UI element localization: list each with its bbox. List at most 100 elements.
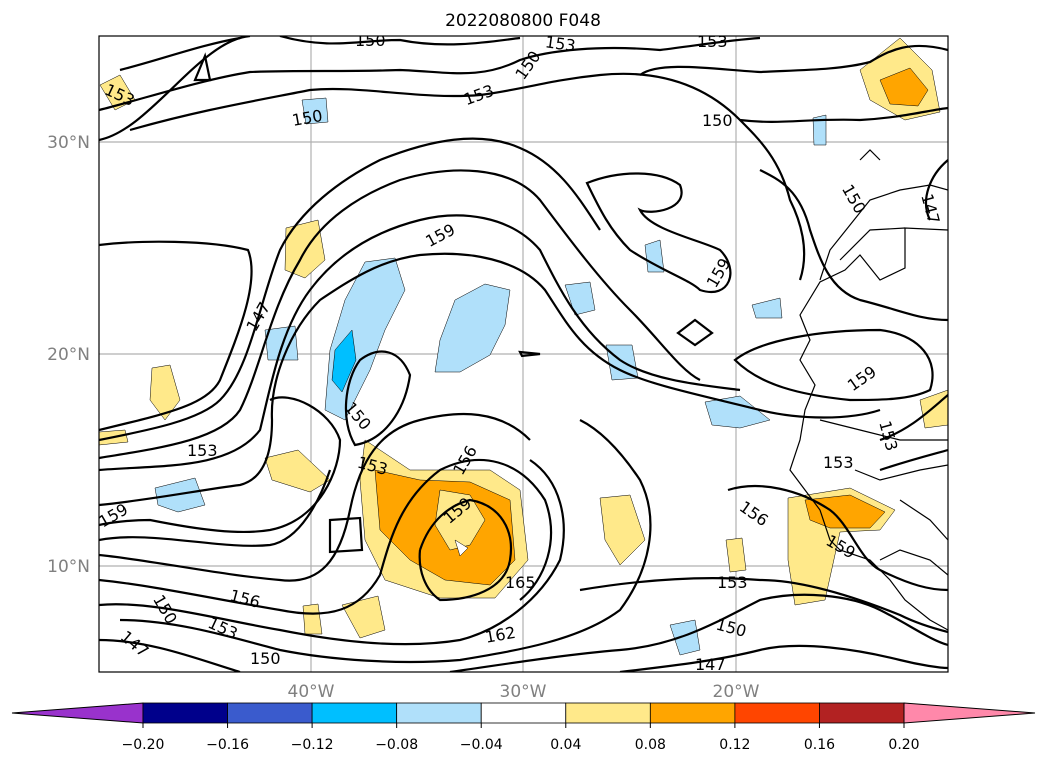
colorbar-tick-label: 0.16 [804,737,835,753]
contour-line [99,638,241,672]
colorbar-tick-label: 0.12 [719,737,750,753]
contour-label: 153 [823,453,854,472]
contour-label: 153 [697,32,728,51]
positive-anomaly-s2 [302,603,323,635]
lon-labels: 40°W 30°W 20°W [288,682,760,702]
negative-anomaly-e [704,395,771,429]
contour-line [129,72,948,132]
border-3 [854,464,948,481]
anomaly-hole [454,539,469,557]
colorbar-cell [480,702,567,724]
negative-anomaly-w2 [264,325,299,361]
contour-162 [99,459,565,646]
negative-anomaly-ne2 [812,114,827,146]
coastline-islands [859,149,881,161]
contour-line [99,469,332,547]
negative-anomaly-core [331,329,357,393]
contour-closed-small [328,516,364,554]
colorbar-cells [142,702,905,724]
lat-labels: 30°N 20°N 10°N [47,133,90,577]
colorbar-cell [227,702,313,724]
positive-anomaly-e [725,537,747,573]
colorbar-cell [649,702,736,724]
lon-label-20w: 20°W [713,682,760,702]
lat-label-30n: 30°N [47,133,90,153]
contour-line [119,419,652,664]
border-4 [899,499,948,541]
positive-anomaly-ne-core [879,67,929,107]
colorbar-extend-high [903,702,1036,724]
colorbar-ticks: −0.20 −0.16 −0.12 −0.08 −0.04 0.04 0.08 0.12 0.1… [122,723,920,753]
positive-anomaly-africa-core [804,494,886,529]
colorbar-tick-label: 0.08 [635,737,666,753]
coastlines [789,149,948,631]
contour-line [639,44,948,76]
contour-label: 153 [544,32,577,55]
contour-156 [99,214,741,472]
contour-159-e [733,328,934,402]
contour-label: 150 [250,649,281,668]
lon-label-40w: 40°W [288,682,335,702]
contour-line [579,576,948,634]
colorbar-tick-label: −0.16 [206,737,249,753]
colorbar-tick-label: 0.20 [888,737,919,753]
anomaly-shading [99,37,948,656]
contour-line [739,119,806,281]
lat-label-20n: 20°N [47,345,90,365]
height-contours [99,36,948,672]
colorbar-cell [565,702,651,724]
lon-label-30w: 30°W [500,682,547,702]
contour-153 [99,169,701,460]
contour-line [119,36,241,72]
colorbar-tick-label: −0.20 [122,737,165,753]
contour-diamond [676,318,714,347]
contour-159-closed [418,498,513,602]
contour-line [99,36,251,142]
contour-label: 147 [695,655,726,674]
positive-anomaly-w3 [264,449,331,493]
contour-147 [99,240,253,432]
contour-line [879,394,948,442]
colorbar-tick-label: −0.12 [291,737,334,753]
contour-150 [99,137,601,442]
contour-line [619,644,948,672]
positive-anomaly-edge [919,389,948,429]
contour-tiny-2 [193,52,212,82]
colorbar: −0.20 −0.16 −0.12 −0.08 −0.04 0.04 0.08 0.12 0.1… [11,702,1036,753]
lat-label-10n: 10°N [47,557,90,577]
colorbar-cell [734,702,820,724]
negative-anomaly-c2 [644,239,665,273]
colorbar-tick-label: −0.04 [460,737,503,753]
colorbar-cell [142,702,228,724]
contour-156 [99,458,553,615]
contour-closed-c [585,172,732,293]
contour-159 [99,252,881,507]
map-frame [98,35,949,673]
contour-156 [727,484,948,592]
contour-label: 153 [187,441,218,460]
contour-line [449,593,948,672]
colorbar-cell [819,702,905,724]
colorbar-cell [311,702,398,724]
contour-line [99,396,342,534]
contour-label: 150 [702,111,733,130]
contour-line [279,36,521,46]
negative-anomaly-nw [301,97,329,125]
border-1 [839,227,906,261]
negative-anomaly-ne [751,297,783,319]
contour-line [759,169,948,322]
contour-line [99,412,531,582]
border-5 [879,549,948,576]
contour-closed-150 [344,350,412,447]
positive-anomaly-c [599,494,646,566]
colorbar-tick-label: −0.08 [375,737,418,753]
contour-line [99,36,761,112]
plot-title: 2022080800 F048 [445,11,601,31]
contour-147-ne [925,159,948,221]
contour-label: 153 [717,573,748,592]
negative-anomaly-mid [434,283,511,373]
colorbar-extend-low [11,702,144,724]
border-2 [819,419,948,441]
contour-label: 165 [505,573,536,592]
